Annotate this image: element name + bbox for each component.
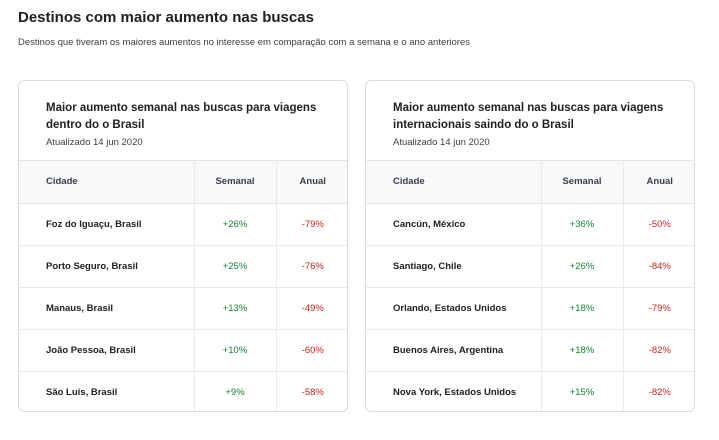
weekly-change-cell: +18% [540, 329, 623, 372]
table-row: João Pessoa, Brasil +10% -60% [19, 329, 347, 372]
yearly-change-cell: -79% [622, 287, 694, 330]
table-row: Nova York, Estados Unidos +15% -82% [366, 371, 694, 411]
domestic-destinations-card: Maior aumento semanal nas buscas para vi… [18, 80, 348, 412]
yearly-change-cell: -60% [275, 329, 347, 372]
weekly-change-cell: +26% [540, 245, 623, 288]
column-header-weekly: Semanal [540, 161, 623, 204]
yearly-change-cell: -82% [622, 329, 694, 372]
weekly-change-cell: +25% [193, 245, 276, 288]
weekly-change-cell: +18% [540, 287, 623, 330]
column-header-city: Cidade [366, 161, 541, 204]
card-title: Maior aumento semanal nas buscas para vi… [46, 102, 317, 131]
page-subtitle: Destinos que tiveram os maiores aumentos… [18, 37, 471, 48]
weekly-change-cell: +10% [193, 329, 276, 372]
destinations-table: Cidade Semanal Anual Cancún, México +36%… [366, 161, 694, 411]
table-row: Cancún, México +36% -50% [366, 203, 694, 246]
weekly-change-cell: +13% [193, 287, 276, 330]
table-row: Manaus, Brasil +13% -49% [19, 287, 347, 330]
yearly-change-cell: -79% [275, 203, 347, 246]
table-row: Buenos Aires, Argentina +18% -82% [366, 329, 694, 372]
card-title: Maior aumento semanal nas buscas para vi… [393, 102, 664, 131]
yearly-change-cell: -76% [275, 245, 347, 288]
city-cell: Santiago, Chile [366, 245, 541, 288]
city-cell: Porto Seguro, Brasil [19, 245, 194, 288]
card-updated-date: Atualizado 14 jun 2020 [46, 137, 143, 148]
city-cell: Cancún, México [366, 203, 541, 246]
card-header: Maior aumento semanal nas buscas para vi… [366, 81, 694, 161]
table-row: Santiago, Chile +26% -84% [366, 245, 694, 288]
city-cell: Foz do Iguaçu, Brasil [19, 203, 194, 246]
table-row: Foz do Iguaçu, Brasil +26% -79% [19, 203, 347, 246]
card-header: Maior aumento semanal nas buscas para vi… [19, 81, 347, 161]
weekly-change-cell: +9% [193, 371, 276, 411]
yearly-change-cell: -84% [622, 245, 694, 288]
city-cell: Buenos Aires, Argentina [366, 329, 541, 372]
table-header-row: Cidade Semanal Anual [366, 161, 694, 204]
city-cell: Nova York, Estados Unidos [393, 386, 517, 398]
city-cell: João Pessoa, Brasil [19, 329, 194, 372]
page-title: Destinos com maior aumento nas buscas [18, 9, 314, 26]
card-updated-date: Atualizado 14 jun 2020 [393, 137, 490, 148]
yearly-change-cell: -58% [275, 371, 347, 411]
yearly-change-cell: -49% [275, 287, 347, 330]
column-header-yearly: Anual [275, 161, 347, 204]
yearly-change-cell: -82% [622, 371, 694, 411]
column-header-city: Cidade [19, 161, 194, 204]
yearly-change-cell: -50% [622, 203, 694, 246]
column-header-yearly: Anual [622, 161, 694, 204]
table-row: Porto Seguro, Brasil +25% -76% [19, 245, 347, 288]
city-cell: Manaus, Brasil [19, 287, 194, 330]
weekly-change-cell: +26% [193, 203, 276, 246]
column-header-weekly: Semanal [193, 161, 276, 204]
city-cell: Orlando, Estados Unidos [366, 287, 541, 330]
table-header-row: Cidade Semanal Anual [19, 161, 347, 204]
table-row: Orlando, Estados Unidos +18% -79% [366, 287, 694, 330]
table-row: São Luís, Brasil +9% -58% [19, 371, 347, 411]
weekly-change-cell: +36% [540, 203, 623, 246]
weekly-change-cell: +15% [540, 371, 623, 411]
city-cell: São Luís, Brasil [46, 386, 118, 398]
international-destinations-card: Maior aumento semanal nas buscas para vi… [365, 80, 695, 412]
destinations-table: Cidade Semanal Anual Foz do Iguaçu, Bras… [19, 161, 347, 411]
